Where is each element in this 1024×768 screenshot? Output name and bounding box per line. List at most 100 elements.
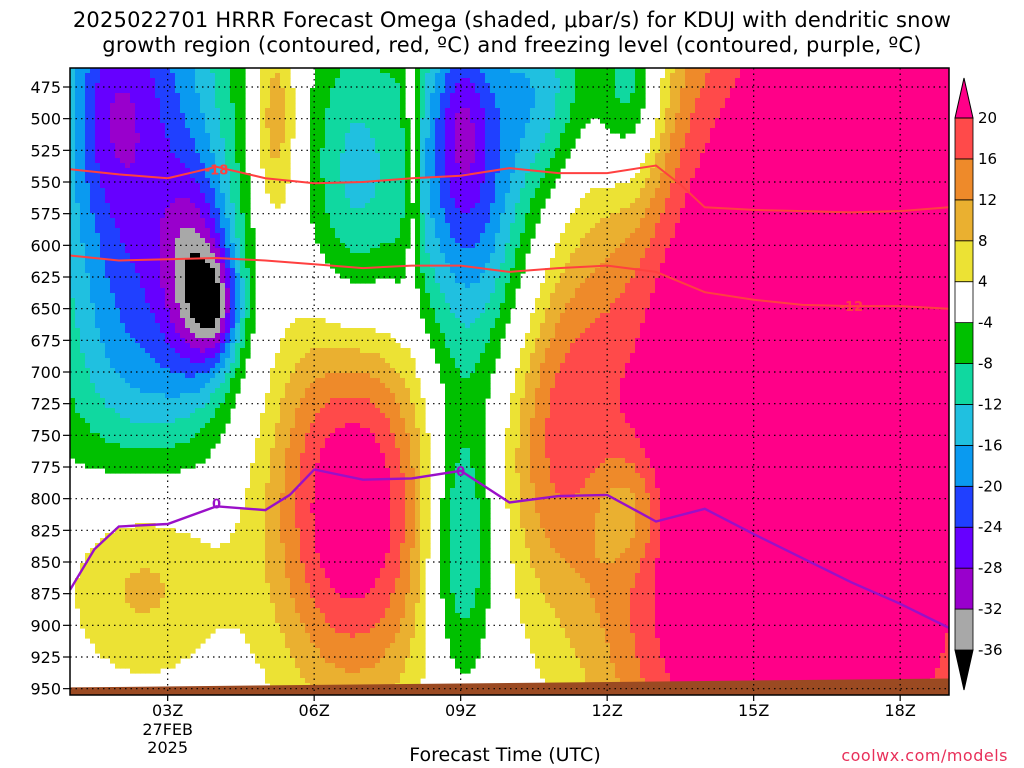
omega-cell (215, 378, 221, 384)
omega-cell (75, 443, 81, 449)
omega-cell (165, 658, 171, 664)
omega-cell (260, 583, 266, 589)
omega-cell (95, 238, 101, 244)
omega-cell (260, 88, 266, 94)
omega-cell (240, 318, 246, 324)
omega-cell (75, 113, 81, 119)
omega-cell (165, 133, 171, 139)
omega-cell (200, 118, 206, 124)
omega-cell (175, 138, 181, 144)
omega-cell (110, 168, 116, 174)
omega-cell (85, 133, 91, 139)
omega-cell (225, 123, 231, 129)
omega-cell (295, 583, 301, 589)
omega-cell (195, 348, 201, 354)
omega-cell (160, 398, 166, 404)
omega-cell (175, 288, 181, 294)
omega-cell (240, 233, 246, 239)
omega-cell (155, 193, 161, 199)
omega-cell (145, 378, 151, 384)
omega-cell (165, 268, 171, 274)
omega-cell (320, 558, 326, 564)
omega-cell (100, 153, 106, 159)
omega-cell (240, 578, 246, 584)
omega-cell (270, 573, 276, 579)
omega-cell (185, 373, 191, 379)
omega-cell (225, 588, 231, 594)
omega-cell (315, 603, 321, 609)
omega-cell (220, 208, 226, 214)
omega-cell (70, 443, 76, 449)
omega-cell (160, 368, 166, 374)
omega-cell (275, 83, 281, 89)
omega-cell (125, 623, 131, 629)
omega-cell (225, 248, 231, 254)
omega-cell (260, 558, 266, 564)
omega-cell (325, 523, 331, 529)
omega-cell (205, 358, 211, 364)
omega-cell (300, 673, 306, 679)
omega-cell (115, 433, 121, 439)
omega-cell (200, 183, 206, 189)
omega-cell (145, 608, 151, 614)
omega-cell (285, 383, 291, 389)
omega-cell (180, 613, 186, 619)
omega-cell (250, 508, 256, 514)
omega-cell (170, 593, 176, 599)
omega-cell (150, 108, 156, 114)
omega-cell (105, 388, 111, 394)
omega-cell (205, 543, 211, 549)
omega-cell (125, 533, 131, 539)
omega-cell (145, 443, 151, 449)
omega-cell (220, 233, 226, 239)
omega-cell (115, 223, 121, 229)
omega-cell (265, 623, 271, 629)
omega-cell (195, 458, 201, 464)
omega-cell (290, 103, 296, 109)
omega-cell (185, 313, 191, 319)
omega-cell (175, 108, 181, 114)
omega-cell (305, 443, 311, 449)
omega-cell (115, 528, 121, 534)
omega-cell (135, 183, 141, 189)
omega-cell (105, 353, 111, 359)
omega-cell (95, 603, 101, 609)
omega-cell (85, 263, 91, 269)
omega-cell (280, 373, 286, 379)
omega-cell (305, 533, 311, 539)
omega-cell (235, 218, 241, 224)
omega-cell (190, 538, 196, 544)
omega-cell (320, 368, 326, 374)
omega-cell (105, 543, 111, 549)
omega-cell (175, 253, 181, 259)
omega-cell (215, 283, 221, 289)
omega-cell (125, 458, 131, 464)
omega-cell (85, 278, 91, 284)
omega-cell (245, 258, 251, 264)
omega-cell (150, 263, 156, 269)
omega-cell (195, 88, 201, 94)
omega-cell (185, 433, 191, 439)
omega-cell (310, 423, 316, 429)
omega-cell (195, 233, 201, 239)
omega-cell (145, 138, 151, 144)
omega-cell (285, 83, 291, 89)
omega-cell (255, 603, 261, 609)
omega-cell (285, 103, 291, 109)
omega-cell (290, 108, 296, 114)
omega-cell (240, 543, 246, 549)
omega-cell (110, 283, 116, 289)
omega-cell (320, 408, 326, 414)
omega-cell (120, 463, 126, 469)
omega-cell (285, 523, 291, 529)
omega-cell (250, 478, 256, 484)
omega-cell (225, 303, 231, 309)
omega-cell (180, 433, 186, 439)
omega-cell (260, 488, 266, 494)
omega-cell (185, 253, 191, 259)
omega-cell (305, 638, 311, 644)
omega-cell (185, 73, 191, 79)
omega-cell (150, 568, 156, 574)
omega-cell (190, 568, 196, 574)
omega-cell (190, 268, 196, 274)
